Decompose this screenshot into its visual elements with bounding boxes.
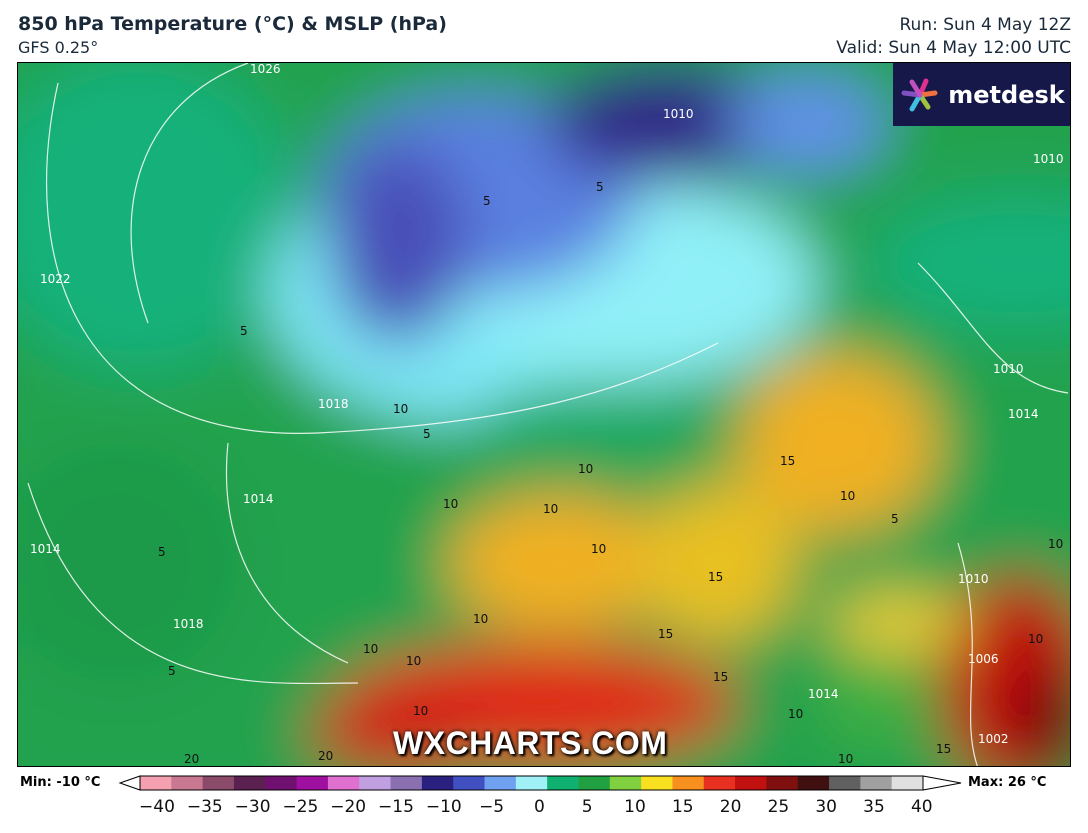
metdesk-logo: metdesk bbox=[893, 63, 1070, 126]
temperature-label: 10 bbox=[1048, 537, 1063, 551]
temperature-label: 10 bbox=[543, 502, 558, 516]
temperature-label: 10 bbox=[838, 752, 853, 766]
colorbar-swatch bbox=[296, 776, 329, 790]
colorbar-swatch bbox=[797, 776, 830, 790]
colorbar-swatch bbox=[891, 776, 924, 790]
colorbar-tick-label: 40 bbox=[910, 797, 933, 817]
max-temp-label: Max: 26 °C bbox=[968, 775, 1047, 790]
colorbar-swatch bbox=[672, 776, 705, 790]
temperature-label: 15 bbox=[780, 454, 795, 468]
colorbar-tick-label: 15 bbox=[671, 797, 694, 817]
temperature-label: 5 bbox=[596, 180, 604, 194]
temperature-label: 10 bbox=[443, 497, 458, 511]
colorbar-tick-label: −40 bbox=[139, 797, 175, 817]
temperature-label: 5 bbox=[168, 664, 176, 678]
colorbar-swatch bbox=[609, 776, 642, 790]
isobar-label: 1014 bbox=[808, 687, 839, 701]
temperature-label: 5 bbox=[158, 545, 166, 559]
colorbar-tick-label: 30 bbox=[815, 797, 838, 817]
isobar-label: 1014 bbox=[30, 542, 61, 556]
isobar-label: 1006 bbox=[968, 652, 999, 666]
temperature-label: 10 bbox=[578, 462, 593, 476]
watermark: WXCHARTS.COM bbox=[393, 725, 668, 761]
colorbar-tick-label: −20 bbox=[330, 797, 367, 817]
isobar-label: 1010 bbox=[663, 107, 694, 121]
colorbar-swatch bbox=[453, 776, 486, 790]
temperature-label: 10 bbox=[1028, 632, 1043, 646]
temperature-label: 5 bbox=[891, 512, 899, 526]
temperature-label: 10 bbox=[473, 612, 488, 626]
temperature-label: 15 bbox=[708, 570, 723, 584]
temperature-label: 20 bbox=[184, 752, 199, 766]
logo-text: metdesk bbox=[948, 80, 1065, 109]
colorbar-tick-label: 25 bbox=[767, 797, 790, 817]
temperature-label: 15 bbox=[936, 742, 951, 756]
isobar-label: 1018 bbox=[173, 617, 204, 631]
colorbar-swatch bbox=[735, 776, 767, 790]
colorbar-tick-label: −15 bbox=[378, 797, 414, 817]
colorbar-tick-label: 10 bbox=[624, 797, 646, 817]
isobar-label: 1018 bbox=[318, 397, 349, 411]
colorbar-swatch bbox=[140, 776, 172, 790]
colorbar-swatch bbox=[641, 776, 673, 790]
colorbar-tick-label: −5 bbox=[479, 797, 505, 817]
colorbar-swatch bbox=[515, 776, 548, 790]
temperature-field: 1026102210181014101410181010101010141010… bbox=[18, 63, 1070, 766]
colorbar-tick-label: 0 bbox=[533, 797, 545, 817]
colorbar-outline bbox=[139, 775, 924, 791]
temperature-label: 10 bbox=[591, 542, 606, 556]
colorbar-swatch bbox=[390, 776, 423, 790]
colorbar-tick-label: −35 bbox=[186, 797, 223, 817]
colorbar-tick-label: −30 bbox=[234, 797, 271, 817]
temperature-label: 10 bbox=[406, 654, 421, 668]
colorbar-swatch bbox=[766, 776, 799, 790]
colorbar-tick-label: 35 bbox=[863, 797, 885, 817]
temperature-label: 5 bbox=[240, 324, 248, 338]
isobar-label: 1014 bbox=[1008, 407, 1039, 421]
isobars bbox=[27, 63, 1069, 766]
temperature-label: 5 bbox=[423, 427, 431, 441]
temperature-label: 15 bbox=[713, 670, 728, 684]
colorbar-tick-label: 5 bbox=[581, 797, 593, 817]
isobar-label: 1014 bbox=[243, 492, 274, 506]
colorbar-swatch bbox=[202, 776, 235, 790]
isobar-label: 1010 bbox=[958, 572, 989, 586]
isobar-label: 1010 bbox=[1033, 152, 1064, 166]
temperature-label: 10 bbox=[363, 642, 378, 656]
isobar-label: 1010 bbox=[993, 362, 1024, 376]
colorbar-swatch bbox=[233, 776, 266, 790]
temperature-label: 10 bbox=[393, 402, 408, 416]
temperature-label: 10 bbox=[788, 707, 803, 721]
chart-title: 850 hPa Temperature (°C) & MSLP (hPa) bbox=[18, 13, 447, 35]
colorbar-swatch bbox=[327, 776, 360, 790]
colorbar bbox=[118, 775, 962, 791]
colorbar-swatch bbox=[860, 776, 893, 790]
weather-map: 1026 1022 1018 1014 1014 1018 1010 1010 1014 1010… bbox=[17, 62, 1071, 767]
isobar-label: 1002 bbox=[978, 732, 1009, 746]
colorbar-swatch bbox=[484, 776, 517, 790]
colorbar-tick-label: −25 bbox=[282, 797, 319, 817]
colorbar-swatch bbox=[547, 776, 579, 790]
colorbar-swatch bbox=[421, 776, 454, 790]
colorbar-swatch bbox=[171, 776, 204, 790]
colorbar-swatch bbox=[829, 776, 861, 790]
model-label: GFS 0.25° bbox=[18, 38, 99, 57]
temperature-label: 5 bbox=[483, 194, 491, 208]
flower-logo-icon bbox=[901, 78, 938, 111]
isobar-label: 1026 bbox=[250, 63, 281, 76]
isobar-label: 1022 bbox=[40, 272, 71, 286]
temperature-label: 10 bbox=[413, 704, 428, 718]
valid-time: Valid: Sun 4 May 12:00 UTC bbox=[836, 38, 1071, 58]
temperature-label: 10 bbox=[840, 489, 855, 503]
min-temp-label: Min: -10 °C bbox=[20, 775, 101, 790]
colorbar-tick-label: −10 bbox=[425, 797, 462, 817]
colorbar-swatch bbox=[265, 776, 298, 790]
colorbar-swatch bbox=[703, 776, 736, 790]
colorbar-swatch bbox=[359, 776, 392, 790]
temperature-label: 20 bbox=[318, 749, 333, 763]
colorbar-swatch bbox=[578, 776, 611, 790]
run-time: Run: Sun 4 May 12Z bbox=[899, 15, 1071, 35]
colorbar-tick-label: 20 bbox=[719, 797, 742, 817]
temperature-label: 15 bbox=[658, 627, 673, 641]
